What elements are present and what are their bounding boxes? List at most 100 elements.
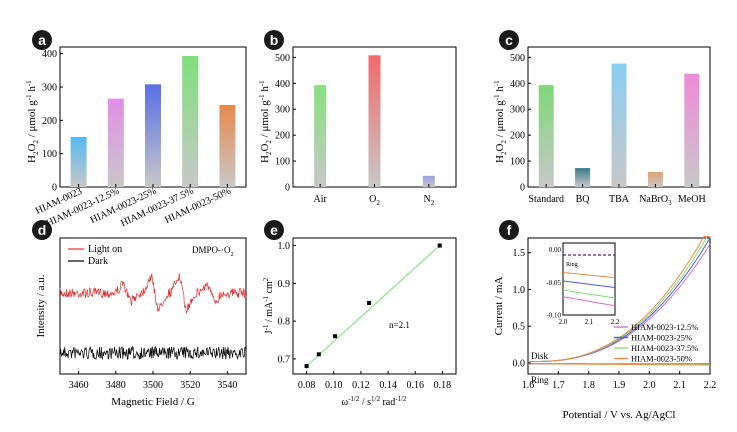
y-tick-label: 400 [42, 49, 57, 60]
series-light-on-line [59, 273, 247, 314]
bar-bq [575, 168, 591, 187]
disk-label: Disk [531, 351, 549, 361]
x-tick-label: O2 [369, 194, 380, 207]
bar-hiam-0023-50- [219, 105, 236, 187]
bar-air [314, 85, 327, 187]
inset-y-tick-label: 0.00 [549, 246, 562, 254]
y-tick-label: 100 [42, 149, 57, 160]
panel-d-ylabel: Intensity / a.u. [35, 274, 47, 337]
bar-nabro [647, 171, 663, 187]
bar-hiam-0023-37-5- [182, 56, 199, 187]
legend-label: HIAM-0023-12.5% [631, 322, 698, 332]
panel-badge-f [499, 220, 519, 240]
x-tick-label: 3500 [143, 380, 163, 391]
legend-label: HIAM-0023-37.5% [631, 343, 698, 353]
panel-d-annotation: DMPO-·O2 [192, 245, 234, 258]
y-tick-label: 1.0 [513, 285, 526, 296]
x-tick-label: 3540 [217, 380, 237, 391]
y-tick-label: 0.8 [278, 317, 291, 328]
y-tick-label: 0.0 [513, 358, 526, 369]
ring-curve [528, 363, 710, 366]
panel-badge-label: a [38, 32, 46, 48]
panel-badge-e [264, 220, 284, 240]
bar-hiam-0023-25- [145, 84, 161, 187]
panel-e-ylabel: J-1 / mA-1 cm2 [262, 277, 275, 334]
inset-y-tick-label: -0.05 [546, 279, 561, 287]
panel-f-ylabel: Current / mA [493, 277, 505, 336]
inset-y-tick-label: -0.10 [546, 312, 561, 320]
legend-label: HIAM-0023-25% [631, 333, 692, 343]
x-tick-label: 3520 [180, 380, 200, 391]
data-point [367, 300, 372, 305]
y-tick-label: 0.9 [278, 279, 291, 290]
legend-light-on-label: Light on [88, 244, 122, 255]
panel-badge-label: d [38, 222, 47, 238]
y-tick-label: 200 [510, 131, 525, 142]
y-tick-label: 0.5 [513, 322, 526, 333]
y-tick-label: 300 [275, 105, 290, 116]
x-tick-label: 2.1 [673, 380, 686, 391]
panel-badge-label: c [505, 32, 513, 48]
panel-badge-a [32, 30, 52, 50]
x-tick-label: 0.14 [379, 380, 397, 391]
panel-c-ylabel: H2O2 / μmol g-1 h-1 [493, 80, 508, 163]
x-tick-label: 3480 [106, 380, 126, 391]
y-tick-label: 0 [520, 183, 525, 194]
y-tick-label: 0 [52, 183, 57, 194]
x-tick-label: 1.7 [552, 380, 565, 391]
y-tick-label: 0 [285, 183, 290, 194]
legend-dark-label: Dark [88, 256, 108, 267]
panel-a-ylabel: H2O2 / μmol g-1 h-1 [25, 80, 40, 163]
panel-badge-label: e [270, 222, 278, 238]
x-tick-label: 1.6 [522, 380, 535, 391]
panel-e-annotation: n=2.1 [389, 320, 410, 330]
y-tick-label: 100 [275, 157, 290, 168]
inset: Ring 2.0 2.1 2.2 0.00 -0.05 -0.10 [546, 242, 620, 326]
y-tick-label: 400 [510, 79, 525, 90]
y-tick-label: 0.7 [278, 354, 291, 365]
inset-curve [562, 289, 616, 299]
x-tick-label: Air [313, 194, 327, 205]
panel-b: 0 100 200 300 400 500 Air O2 N2 H2O2 / μmol g-1… [258, 46, 457, 207]
panel-e-frame [292, 237, 457, 375]
bar-hiam-0023-12-5- [107, 98, 124, 187]
data-point [316, 352, 321, 357]
data-point [333, 334, 338, 339]
panel-f: 1.6 1.7 1.8 1.9 2.0 2.1 2.2 0.0 0.5 1.0 1.5 Disk R… [493, 236, 716, 421]
y-tick-label: 300 [42, 83, 57, 94]
inset-label: Ring [566, 262, 578, 268]
bar-meoh [684, 73, 700, 187]
x-tick-label: 0.08 [298, 380, 316, 391]
panel-badge-d [32, 220, 52, 240]
panel-badge-label: f [507, 222, 512, 238]
x-tick-label: 0.12 [352, 380, 370, 391]
bar-standard [538, 85, 554, 187]
panel-b-ylabel: H2O2 / μmol g-1 h-1 [258, 80, 273, 163]
series-dark-line [59, 345, 247, 361]
panel-d: 3460 3480 3500 3520 3540 Light on Dark DMPO-… [35, 237, 247, 408]
x-tick-label: 0.18 [434, 380, 452, 391]
panel-badge-label: b [270, 32, 279, 48]
y-tick-label: 1.0 [278, 241, 291, 252]
data-point [304, 364, 309, 369]
y-tick-label: 200 [275, 131, 290, 142]
x-tick-label: 1.9 [613, 380, 626, 391]
ring-label: Ring [531, 375, 549, 385]
panel-e-xlabel: ω-1/2 / s1/2 rad-1/2 [341, 395, 407, 408]
inset-curve [562, 272, 616, 279]
bar-o [368, 55, 381, 187]
inset-x-tick-label: 2.2 [611, 318, 620, 326]
panel-d-xlabel: Magnetic Field / G [111, 396, 194, 408]
y-tick-label: 500 [275, 53, 290, 64]
inset-x-tick-label: 2.0 [559, 318, 568, 326]
x-tick-label: 0.10 [325, 380, 343, 391]
y-tick-label: 100 [510, 157, 525, 168]
inset-curve [562, 280, 616, 288]
bar-hiam-0023 [70, 137, 87, 187]
fit-line [306, 245, 441, 367]
data-point [437, 243, 442, 248]
x-tick-label: 2.0 [643, 380, 656, 391]
bar-tba [611, 63, 627, 188]
